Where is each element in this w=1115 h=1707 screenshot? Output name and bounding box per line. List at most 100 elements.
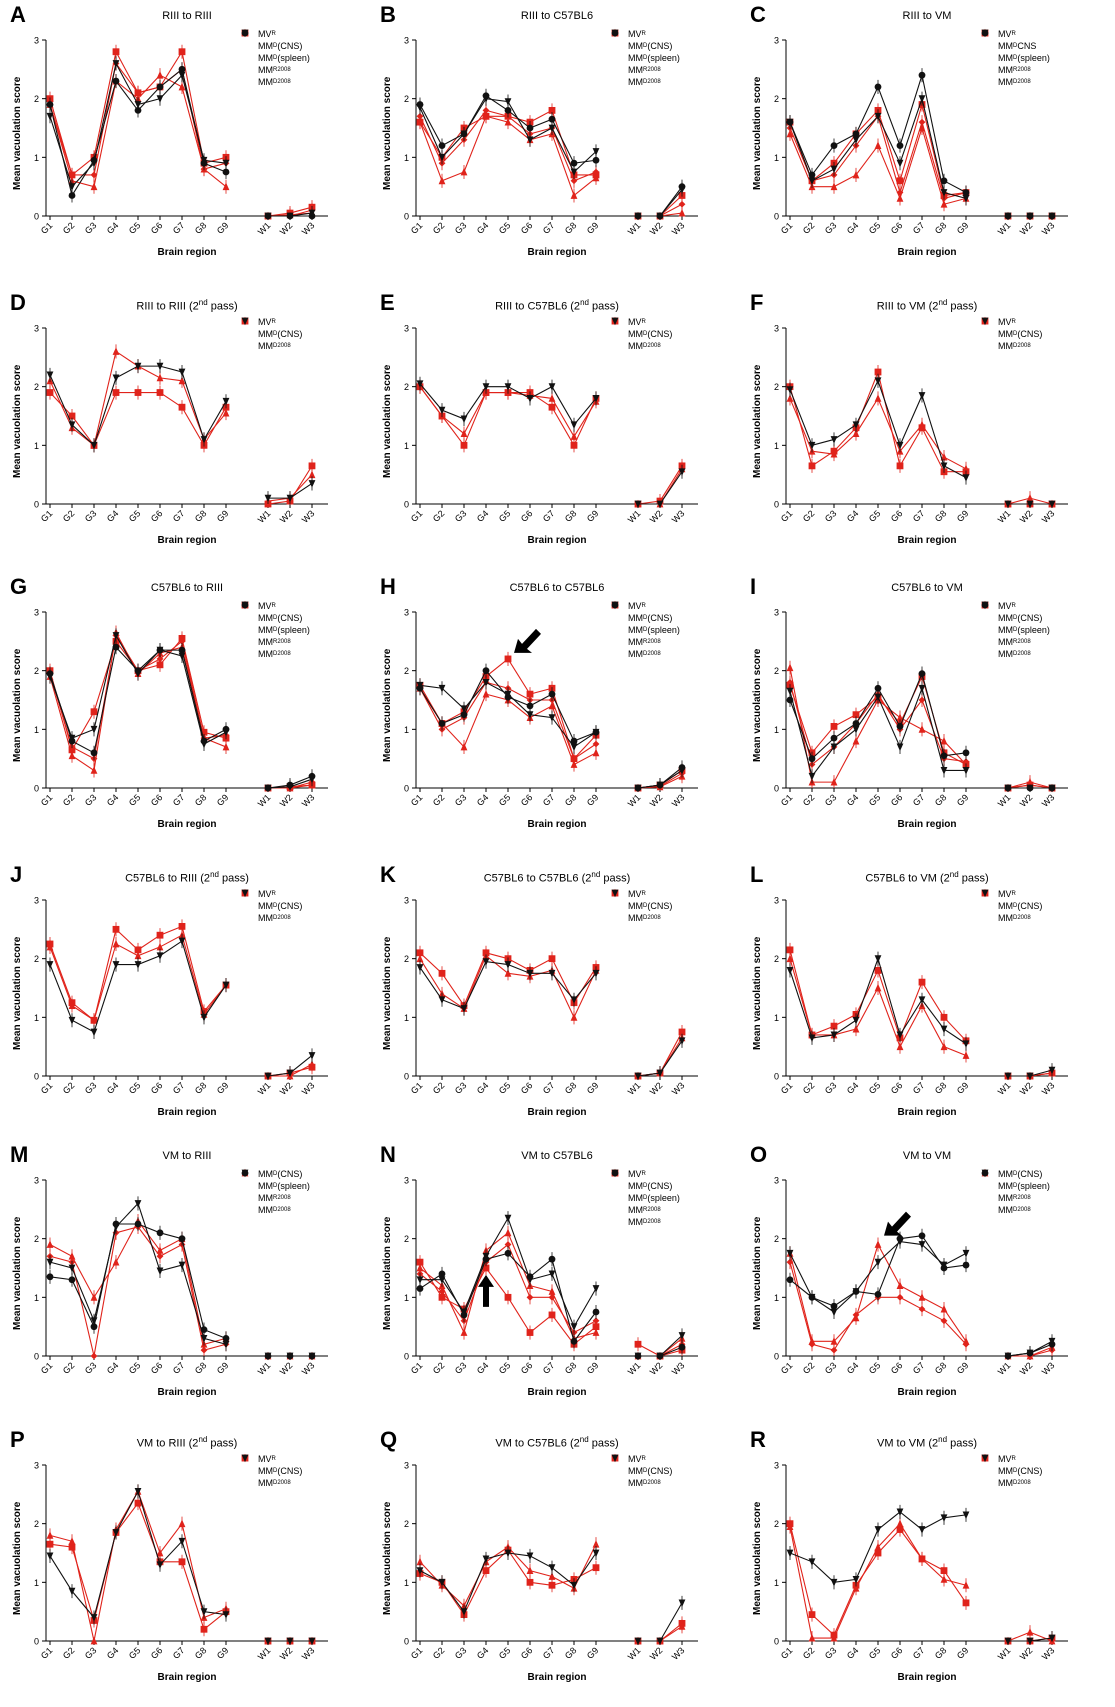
data-point <box>112 48 120 56</box>
legend-superscript: D <box>643 627 648 633</box>
y-tick-label: 3 <box>34 896 39 906</box>
legend-entry: MV R <box>980 600 1050 612</box>
x-tick-label: G3 <box>453 1360 469 1376</box>
x-tick-label: G2 <box>431 792 447 808</box>
data-point <box>874 693 882 702</box>
x-tick-label: W3 <box>1040 1080 1057 1097</box>
x-axis-title: Brain region <box>897 535 957 546</box>
legend: MM D (CNS) MM D (spleen) MM R2008 MM D2008 <box>980 1168 1050 1216</box>
data-point <box>112 1257 120 1266</box>
y-axis-title: Mean vacuolation score <box>382 1501 393 1615</box>
legend-entry: MM D (CNS) <box>980 1168 1050 1180</box>
y-tick-label: 3 <box>774 1176 779 1186</box>
data-point <box>852 736 860 745</box>
y-tick-label: 0 <box>774 1072 779 1082</box>
data-point <box>1048 1634 1056 1643</box>
data-point <box>178 368 186 377</box>
y-tick-label: 1 <box>404 725 409 735</box>
data-point <box>678 208 686 217</box>
data-point <box>200 1013 208 1022</box>
data-point <box>156 1548 164 1557</box>
y-axis-title: Mean vacuolation score <box>382 1216 393 1330</box>
legend-label: MM <box>258 901 273 911</box>
data-point <box>112 77 120 85</box>
data-point <box>504 961 512 969</box>
legend-label: MM <box>628 65 643 75</box>
title-tail: pass) <box>600 872 631 885</box>
data-point <box>526 969 534 978</box>
legend-entry: MM D (CNS) <box>610 1168 680 1192</box>
legend-entry: MM D (CNS) <box>610 316 672 340</box>
x-tick-label: G4 <box>105 1645 121 1661</box>
series-mmdcns <box>786 1516 1056 1645</box>
data-point <box>222 168 230 176</box>
x-tick-label: W3 <box>300 1360 317 1377</box>
x-tick-label: G9 <box>215 1645 231 1661</box>
chart-svg: 0 1 2 3 G1 G2 G3 G4 G5 G6 G7 G8 G9 W1 W2 W3 <box>404 1461 698 1662</box>
legend-suffix: (CNS) <box>277 901 303 911</box>
x-tick-label: G8 <box>193 220 209 236</box>
series-line <box>49 1490 227 1642</box>
legend-entry: MM D2008 <box>980 1169 1050 1216</box>
data-point <box>874 377 882 385</box>
x-tick-label: G4 <box>105 508 121 524</box>
x-tick-label: W3 <box>670 508 687 525</box>
y-tick-label: 0 <box>34 500 39 510</box>
data-point <box>134 101 142 109</box>
data-point <box>896 1031 904 1040</box>
data-point <box>526 1293 534 1301</box>
panel-g: G C57BL6 to RIII 0 1 2 3 G1 G2 G3 G4 G5 G6 G7 G8 G9 W1 W… <box>0 572 360 850</box>
data-point <box>178 652 186 661</box>
data-point <box>308 209 316 218</box>
title-superscript: nd <box>579 1435 589 1444</box>
data-point <box>438 969 446 977</box>
data-point <box>896 1042 904 1051</box>
x-tick-label: G1 <box>39 1645 55 1661</box>
legend-entry: MV R <box>610 600 680 612</box>
data-point <box>134 89 142 97</box>
title-superscript: nd <box>580 298 589 307</box>
legend-label: MM <box>258 329 273 339</box>
data-point <box>264 1352 272 1361</box>
x-tick-label: W2 <box>278 1080 295 1097</box>
x-tick-label: G4 <box>105 220 121 236</box>
data-point <box>896 1238 904 1246</box>
x-tick-label: W3 <box>300 1080 317 1097</box>
data-point <box>830 777 838 786</box>
legend-entry: MM R2008 <box>240 29 310 76</box>
legend-suffix: (spleen) <box>647 1193 680 1203</box>
series-line <box>49 391 227 447</box>
series-line <box>419 1552 597 1613</box>
series-line <box>49 1489 227 1619</box>
legend-entry: MM R2008 <box>980 29 1050 76</box>
data-point <box>90 1636 98 1645</box>
series-line <box>49 925 227 1022</box>
data-point <box>112 632 120 640</box>
x-axis-title: Brain region <box>157 819 217 830</box>
x-tick-label: G4 <box>475 508 491 524</box>
legend-entry: MM D (spleen) <box>980 601 1050 636</box>
legend-superscript: D <box>273 1183 278 1189</box>
legend-superscript: R <box>271 31 276 37</box>
data-point <box>548 1572 556 1580</box>
data-point <box>808 1293 816 1302</box>
legend-label: MV <box>998 29 1012 39</box>
y-tick-label: 1 <box>404 1293 409 1303</box>
data-point <box>830 182 838 191</box>
legend-label: MM <box>258 77 273 87</box>
data-point <box>438 153 446 162</box>
data-point <box>286 1352 294 1361</box>
data-point <box>656 1352 664 1361</box>
series-mmr2008 <box>46 1216 316 1360</box>
series-mmd2008 <box>416 1545 686 1646</box>
data-point <box>222 1611 230 1619</box>
panel-j: J C57BL6 to RIII (2nd pass) 0 1 2 3 G1 G2 G3 G4 G5… <box>0 860 360 1138</box>
legend-label: MM <box>258 1205 273 1215</box>
data-point <box>460 415 468 424</box>
x-tick-label: G4 <box>105 1080 121 1096</box>
legend-superscript: R2008 <box>643 1207 661 1213</box>
y-tick-label: 1 <box>774 1293 779 1303</box>
legend-label: MV <box>628 317 642 327</box>
data-point <box>526 395 534 403</box>
y-axis-title: Mean vacuolation score <box>752 1501 763 1615</box>
